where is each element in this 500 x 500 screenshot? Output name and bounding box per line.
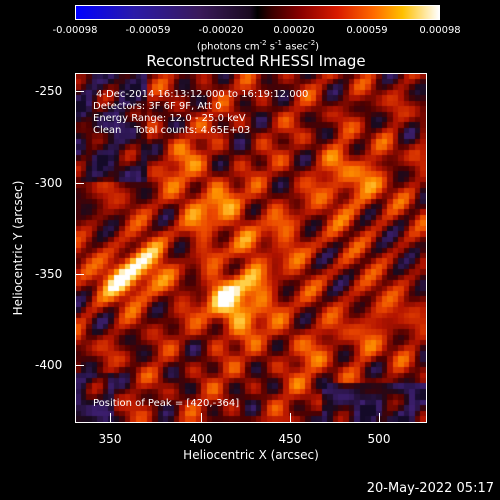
unit-exponent: -1: [275, 39, 283, 47]
y-axis-label: Heliocentric Y (arcsec): [11, 180, 25, 316]
detectors-annotation: Detectors: 3F 6F 9F, Att 0: [93, 101, 222, 112]
unit-text: s: [266, 41, 276, 53]
y-tick-label: -350: [35, 267, 63, 281]
x-tick-label: 450: [278, 432, 302, 446]
plot-title: Reconstructed RHESSI Image: [146, 52, 366, 70]
unit-text: (photons cm: [196, 41, 260, 53]
x-major-tick: [290, 413, 291, 422]
x-major-tick: [379, 413, 380, 422]
colorbar-tick-label: -0.00059: [125, 25, 171, 36]
colorbar-tick-label: 0.00020: [273, 25, 315, 36]
x-major-tick: [110, 413, 111, 422]
x-tick-label: 500: [367, 432, 391, 446]
colorbar: [75, 5, 440, 20]
y-tick-label: -400: [35, 358, 63, 372]
colorbar-unit-label: (photons cm-2 s-1 asec-2): [197, 39, 319, 52]
y-major-tick: [75, 274, 84, 275]
footer-timestamp: 20-May-2022 05:17: [366, 481, 494, 496]
y-major-tick: [75, 91, 84, 92]
colorbar-tick-label: 0.00098: [419, 25, 461, 36]
energy-range-annotation: Energy Range: 12.0 - 25.0 keV: [93, 113, 246, 124]
y-major-tick: [75, 365, 84, 366]
y-tick-label: -250: [35, 84, 63, 98]
colorbar-tick-label: -0.00020: [198, 25, 244, 36]
unit-exponent: -2: [308, 39, 316, 47]
y-major-tick: [75, 183, 84, 184]
time-range-annotation: 4-Dec-2014 16:13:12.000 to 16:19:12.000: [96, 89, 309, 100]
peak-position-annotation: Position of Peak = [420,-364]: [93, 398, 240, 409]
x-tick-label: 350: [98, 432, 122, 446]
image-plot-area: 4-Dec-2014 16:13:12.000 to 16:19:12.000 …: [75, 73, 427, 423]
reconstructed-image-heatmap: [76, 74, 426, 422]
unit-text: asec: [282, 41, 309, 53]
x-major-tick: [201, 413, 202, 422]
unit-exponent: -2: [259, 39, 267, 47]
x-tick-label: 400: [189, 432, 213, 446]
colorbar-tick-label: -0.00098: [52, 25, 98, 36]
clean-counts-annotation: Clean Total counts: 4.65E+03: [93, 125, 251, 136]
y-tick-label: -300: [35, 176, 63, 190]
colorbar-tick-label: 0.00059: [346, 25, 388, 36]
unit-text: ): [315, 41, 320, 53]
x-axis-label: Heliocentric X (arcsec): [183, 448, 319, 462]
